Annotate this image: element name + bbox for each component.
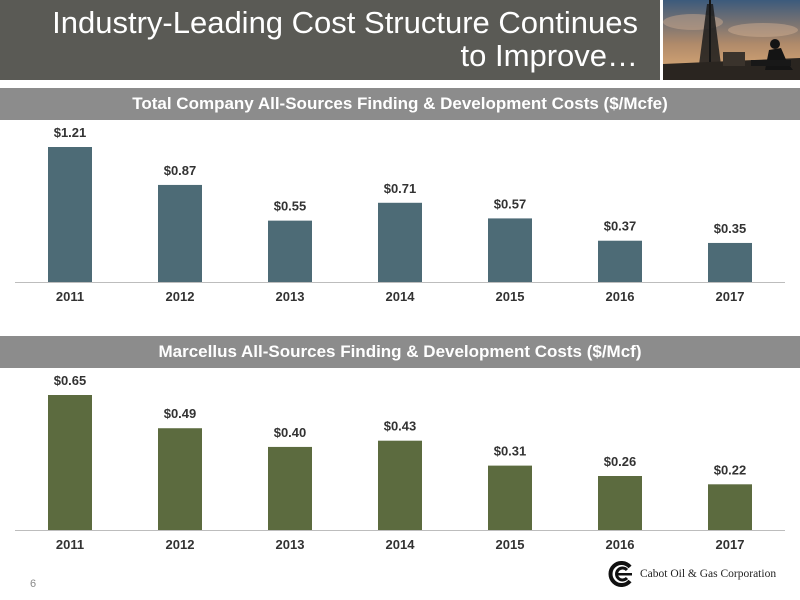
title-bar: Industry-Leading Cost Structure Continue… xyxy=(0,0,660,80)
bar-2014 xyxy=(378,202,422,282)
data-label-2013: $0.40 xyxy=(274,425,307,440)
bar-2016 xyxy=(598,476,642,530)
bar-2012 xyxy=(158,428,202,530)
x-tick-label-2012: 2012 xyxy=(166,289,195,304)
bar-2016 xyxy=(598,240,642,282)
title-rule xyxy=(0,80,800,84)
company-logo: Cabot Oil & Gas Corporation xyxy=(608,560,788,588)
page-number: 6 xyxy=(30,578,37,590)
data-label-2012: $0.87 xyxy=(164,163,197,178)
data-label-2012: $0.49 xyxy=(164,406,197,421)
data-label-2014: $0.71 xyxy=(384,181,417,196)
x-tick-label-2011: 2011 xyxy=(56,289,84,304)
x-tick-label-2011: 2011 xyxy=(56,537,84,552)
data-label-2011: $1.21 xyxy=(54,125,87,140)
bar-2015 xyxy=(488,218,532,282)
x-tick-label-2015: 2015 xyxy=(496,289,525,304)
x-tick-label-2015: 2015 xyxy=(496,537,525,552)
x-tick-label-2017: 2017 xyxy=(716,537,745,552)
cabot-logo-icon xyxy=(608,561,632,587)
chart-2-title: Marcellus All-Sources Finding & Developm… xyxy=(0,336,800,368)
chart-1-title: Total Company All-Sources Finding & Deve… xyxy=(0,88,800,120)
x-tick-label-2016: 2016 xyxy=(606,289,635,304)
x-tick-label-2013: 2013 xyxy=(276,537,305,552)
x-tick-label-2017: 2017 xyxy=(716,289,745,304)
x-tick-label-2014: 2014 xyxy=(386,289,416,304)
data-label-2015: $0.57 xyxy=(494,196,527,211)
bar-2011 xyxy=(48,147,92,282)
x-tick-label-2012: 2012 xyxy=(166,537,195,552)
bar-2013 xyxy=(268,220,312,282)
data-label-2015: $0.31 xyxy=(494,444,527,459)
chart-1-total-company: $1.21 2011 $0.87 2012 $0.55 2013 $0.71 2014 $0.5… xyxy=(15,125,785,304)
data-label-2017: $0.22 xyxy=(714,462,747,477)
data-label-2014: $0.43 xyxy=(384,419,417,434)
bar-2013 xyxy=(268,446,312,530)
x-tick-label-2013: 2013 xyxy=(276,289,305,304)
x-tick-label-2014: 2014 xyxy=(386,537,416,552)
data-label-2013: $0.55 xyxy=(274,199,307,214)
bar-2015 xyxy=(488,465,532,530)
bar-2011 xyxy=(48,395,92,530)
data-label-2016: $0.37 xyxy=(604,219,637,234)
data-label-2011: $0.65 xyxy=(54,373,87,388)
data-label-2016: $0.26 xyxy=(604,454,637,469)
chart-2-marcellus: $0.65 2011 $0.49 2012 $0.40 2013 $0.43 2014 $0.3… xyxy=(15,373,785,552)
company-name: Cabot Oil & Gas Corporation xyxy=(640,568,777,580)
bar-2012 xyxy=(158,184,202,282)
x-tick-label-2016: 2016 xyxy=(606,537,635,552)
data-label-2017: $0.35 xyxy=(714,221,747,236)
bar-2017 xyxy=(708,484,752,530)
bar-2017 xyxy=(708,242,752,282)
bar-2014 xyxy=(378,440,422,530)
drilling-rig-photo xyxy=(663,0,800,80)
slide-title: Industry-Leading Cost Structure Continue… xyxy=(52,5,638,73)
